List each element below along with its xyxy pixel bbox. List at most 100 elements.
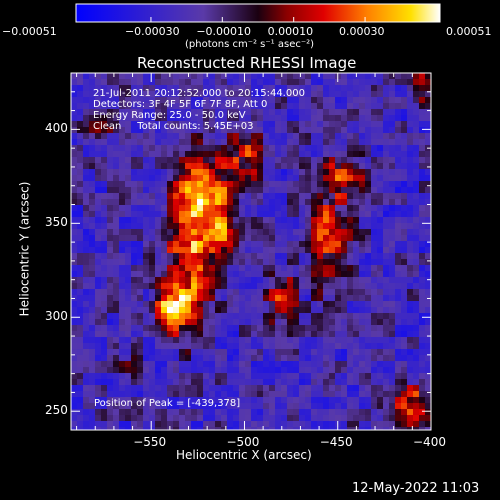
heatmap-cell bbox=[239, 193, 245, 199]
heatmap-cell bbox=[233, 307, 239, 313]
heatmap-cell bbox=[293, 121, 299, 127]
heatmap-cell bbox=[137, 79, 143, 85]
heatmap-cell bbox=[137, 349, 143, 355]
heatmap-cell bbox=[173, 331, 179, 337]
heatmap-cell bbox=[413, 391, 419, 397]
heatmap-cell bbox=[149, 85, 155, 91]
heatmap-cell bbox=[227, 223, 233, 229]
heatmap-cell bbox=[365, 295, 371, 301]
heatmap-cell bbox=[215, 385, 221, 391]
heatmap-cell bbox=[155, 355, 161, 361]
heatmap-cell bbox=[137, 121, 143, 127]
heatmap-cell bbox=[305, 325, 311, 331]
heatmap-cell bbox=[101, 355, 107, 361]
heatmap-cell bbox=[323, 259, 329, 265]
heatmap-cell bbox=[113, 301, 119, 307]
heatmap-cell bbox=[107, 361, 113, 367]
heatmap-cell bbox=[215, 115, 221, 121]
heatmap-cell bbox=[269, 367, 275, 373]
heatmap-cell bbox=[245, 181, 251, 187]
heatmap-cell bbox=[167, 109, 173, 115]
heatmap-cell bbox=[245, 103, 251, 109]
heatmap-cell bbox=[263, 283, 269, 289]
heatmap-cell bbox=[275, 151, 281, 157]
heatmap-cell bbox=[107, 133, 113, 139]
heatmap-cell bbox=[119, 403, 125, 409]
heatmap-cell bbox=[377, 283, 383, 289]
heatmap-cell bbox=[359, 157, 365, 163]
heatmap-cell bbox=[383, 403, 389, 409]
heatmap-cell bbox=[365, 127, 371, 133]
heatmap-cell bbox=[347, 199, 353, 205]
heatmap-cell bbox=[359, 265, 365, 271]
heatmap-cell bbox=[293, 301, 299, 307]
heatmap-cell bbox=[299, 367, 305, 373]
heatmap-cell bbox=[407, 103, 413, 109]
heatmap-cell bbox=[305, 349, 311, 355]
heatmap-cell bbox=[173, 349, 179, 355]
heatmap-cell bbox=[173, 127, 179, 133]
heatmap-cell bbox=[185, 421, 191, 427]
heatmap-cell bbox=[197, 331, 203, 337]
heatmap-cell bbox=[167, 397, 173, 403]
heatmap-cell bbox=[83, 223, 89, 229]
heatmap-cell bbox=[221, 355, 227, 361]
heatmap-cell bbox=[95, 169, 101, 175]
heatmap-cell bbox=[341, 211, 347, 217]
heatmap-cell bbox=[347, 259, 353, 265]
heatmap-cell bbox=[137, 253, 143, 259]
heatmap-cell bbox=[197, 205, 203, 211]
heatmap-cell bbox=[389, 415, 395, 421]
heatmap-cell bbox=[383, 349, 389, 355]
heatmap-cell bbox=[173, 145, 179, 151]
heatmap-cell bbox=[149, 247, 155, 253]
heatmap-cell bbox=[383, 427, 389, 430]
heatmap-cell bbox=[197, 319, 203, 325]
heatmap-cell bbox=[251, 181, 257, 187]
heatmap-cell bbox=[329, 157, 335, 163]
heatmap-cell bbox=[161, 127, 167, 133]
heatmap-cell bbox=[95, 235, 101, 241]
heatmap-cell bbox=[347, 85, 353, 91]
heatmap-cell bbox=[149, 199, 155, 205]
heatmap-cell bbox=[227, 199, 233, 205]
heatmap-cell bbox=[161, 259, 167, 265]
heatmap-cell bbox=[113, 145, 119, 151]
heatmap-cell bbox=[191, 421, 197, 427]
heatmap-cell bbox=[149, 157, 155, 163]
heatmap-cell bbox=[101, 235, 107, 241]
heatmap-cell bbox=[275, 193, 281, 199]
heatmap-cell bbox=[383, 409, 389, 415]
heatmap-cell bbox=[161, 373, 167, 379]
heatmap-cell bbox=[251, 133, 257, 139]
heatmap-cell bbox=[263, 367, 269, 373]
heatmap-cell bbox=[287, 127, 293, 133]
heatmap-cell bbox=[227, 187, 233, 193]
heatmap-cell bbox=[245, 127, 251, 133]
heatmap-cell bbox=[347, 217, 353, 223]
heatmap-cell bbox=[287, 355, 293, 361]
heatmap-cell bbox=[335, 193, 341, 199]
heatmap-cell bbox=[143, 301, 149, 307]
heatmap-cell bbox=[263, 403, 269, 409]
heatmap-cell bbox=[137, 289, 143, 295]
heatmap-cell bbox=[257, 181, 263, 187]
heatmap-cell bbox=[347, 361, 353, 367]
heatmap-cell bbox=[149, 271, 155, 277]
heatmap-cell bbox=[161, 265, 167, 271]
heatmap-cell bbox=[251, 187, 257, 193]
heatmap-cell bbox=[413, 217, 419, 223]
heatmap-cell bbox=[407, 421, 413, 427]
heatmap-cell bbox=[167, 175, 173, 181]
heatmap-cell bbox=[341, 421, 347, 427]
heatmap-cell bbox=[173, 157, 179, 163]
heatmap-cell bbox=[263, 109, 269, 115]
heatmap-cell bbox=[317, 343, 323, 349]
heatmap-cell bbox=[281, 421, 287, 427]
heatmap-cell bbox=[311, 325, 317, 331]
heatmap-cell bbox=[71, 73, 77, 79]
heatmap-cell bbox=[113, 379, 119, 385]
heatmap-cell bbox=[335, 259, 341, 265]
heatmap-cell bbox=[185, 409, 191, 415]
heatmap-cell bbox=[293, 235, 299, 241]
